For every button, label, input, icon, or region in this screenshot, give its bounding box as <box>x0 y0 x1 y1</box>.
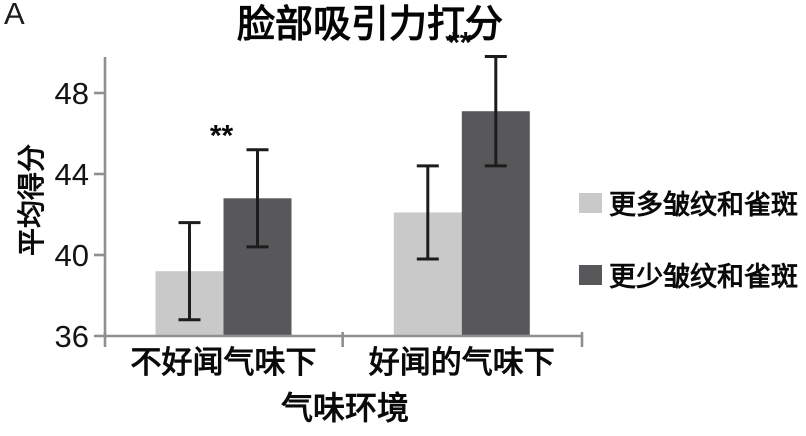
x-axis-label: 气味环境 <box>280 390 410 426</box>
panel-label: A <box>4 0 25 31</box>
x-tick-label-group1: 好闻的气味下 <box>368 345 555 380</box>
legend-label: 更少皱纹和雀斑 <box>609 262 798 292</box>
significance-marker-group1: ** <box>448 27 472 60</box>
y-tick-label: 36 <box>55 319 89 354</box>
legend-swatch-light-gray <box>579 192 602 213</box>
error-bar-series0-group0 <box>178 221 201 322</box>
legend-swatch-dark-gray <box>579 264 602 285</box>
significance-marker-group0: ** <box>210 120 234 153</box>
y-tick-label: 40 <box>55 238 89 273</box>
chart-title: 脸部吸引力打分 <box>236 4 504 46</box>
error-bar-series0-group1 <box>416 164 439 261</box>
legend-item-fewer-wrinkles: 更少皱纹和雀斑 <box>579 255 798 294</box>
x-tick-label-group0: 不好闻气味下 <box>131 345 317 380</box>
legend-label: 更多皱纹和雀斑 <box>609 190 798 220</box>
y-tick-label: 48 <box>55 76 89 111</box>
y-tick-label: 44 <box>55 157 89 192</box>
error-bar-series1-group0 <box>246 148 269 249</box>
legend-item-more-wrinkles: 更多皱纹和雀斑 <box>579 183 798 222</box>
legend: 更多皱纹和雀斑 更少皱纹和雀斑 <box>579 183 798 294</box>
error-bar-series1-group1 <box>484 55 507 168</box>
